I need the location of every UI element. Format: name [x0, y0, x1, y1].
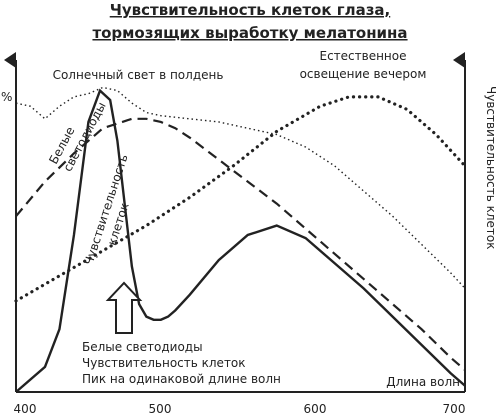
evening-label-line-2: освещение вечером: [300, 67, 427, 81]
right-axis-label: Чувствительность клеток: [484, 86, 498, 250]
chart-title-line-2: тормозящих выработку мелатонина: [92, 24, 407, 42]
x-tick-600: 600: [304, 402, 327, 413]
series-led-line: [15, 88, 466, 393]
sunlight-label: Солнечный свет в полдень: [53, 68, 224, 82]
evening-label-line-1: Естественное: [319, 49, 406, 63]
peak-note-line-1: Белые светодиоды: [82, 340, 203, 354]
x-tick-500: 500: [149, 402, 172, 413]
peak-arrow-icon: [105, 281, 143, 334]
x-tick-400: 400: [14, 402, 37, 413]
left-axis-label: %: [1, 90, 12, 104]
series-evening-line: [14, 95, 467, 303]
led-label-group: Белые светодиоды: [46, 100, 108, 174]
x-axis-label: Длина волн: [386, 375, 460, 389]
chart-title-line-1: Чувствительность клеток глаза,: [110, 1, 391, 19]
peak-note-line-2: Чувствительность клеток: [82, 356, 246, 370]
x-tick-700: 700: [443, 402, 466, 413]
peak-note-line-3: Пик на одинаковой длине волн: [82, 372, 281, 386]
cells-label-group: Чувствительность клеток: [82, 152, 132, 266]
